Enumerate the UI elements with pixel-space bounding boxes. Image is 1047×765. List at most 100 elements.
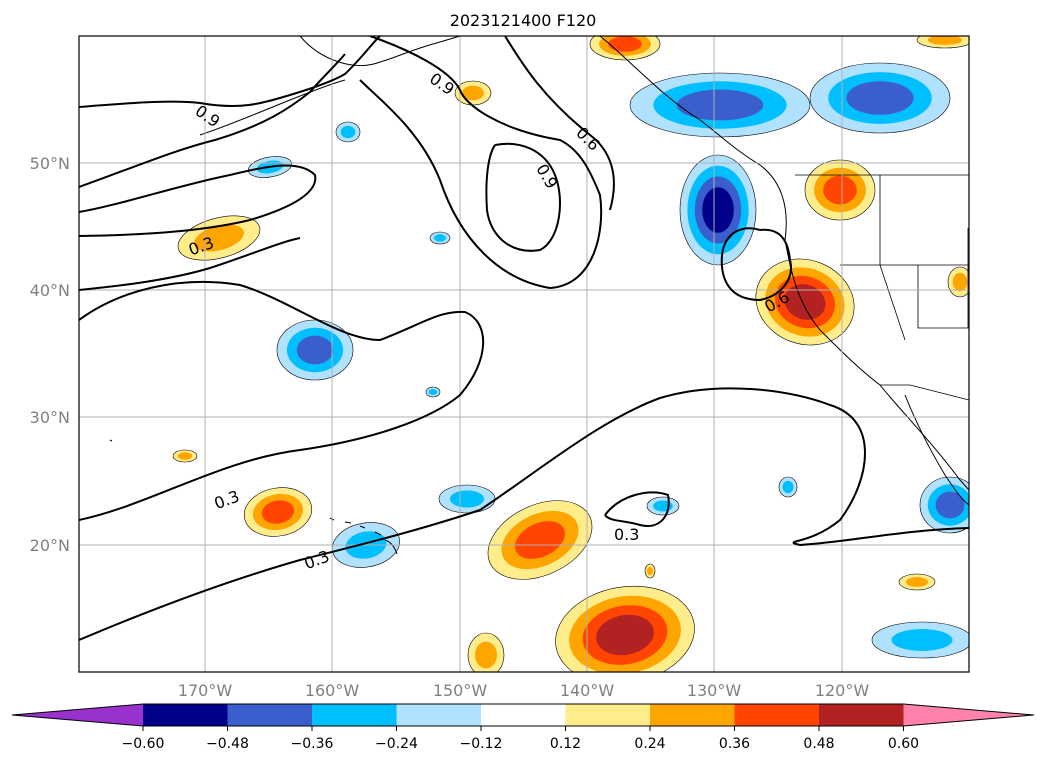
anomaly-blob xyxy=(454,80,492,106)
lat-tick-label: 20°N xyxy=(30,536,70,555)
anomaly-level xyxy=(906,577,928,587)
colorbar-extend-low xyxy=(12,704,143,726)
colorbar-extend-high xyxy=(903,704,1034,726)
border-us-mexico xyxy=(880,384,969,401)
contour-0-6-coast xyxy=(720,227,792,302)
colorbar-label: 0.36 xyxy=(719,736,750,752)
anomaly-level xyxy=(261,500,295,524)
anomaly-level xyxy=(462,85,484,101)
map-panel: 0.9 0.9 0.6 0.9 0.3 0.6 0.3 0.3 0.3 xyxy=(78,35,970,673)
anomaly-blob xyxy=(589,36,661,61)
colorbar-swatch xyxy=(227,704,313,726)
anomaly-blob xyxy=(429,231,451,245)
anomaly-level xyxy=(596,614,654,656)
graticule xyxy=(79,36,969,672)
colorbar-label: −0.60 xyxy=(122,736,165,752)
contour-0-3-central xyxy=(79,280,485,521)
lon-tick-label: 160°W xyxy=(305,681,360,700)
lon-tick-label: 130°W xyxy=(687,681,742,700)
axis-labels: 170°W 160°W 150°W 140°W 130°W 120°W 50°N… xyxy=(30,154,870,700)
map-frame xyxy=(78,35,970,673)
anomaly-blob xyxy=(629,72,811,138)
anomaly-blob xyxy=(804,159,876,221)
anomaly-level xyxy=(475,641,497,669)
anomaly-blob xyxy=(335,121,361,143)
colorbar-swatch xyxy=(819,704,904,726)
lat-tick-label: 30°N xyxy=(30,408,70,427)
contour-0-9-gulf xyxy=(359,36,603,290)
anomaly-blob xyxy=(871,621,969,659)
coastline-alaska xyxy=(299,36,461,66)
anomaly-blob xyxy=(916,36,969,49)
anomaly-level xyxy=(702,187,734,233)
anomaly-level xyxy=(428,389,438,395)
lon-tick-label: 170°W xyxy=(178,681,233,700)
anomaly-blob xyxy=(778,476,798,498)
anomaly-level xyxy=(952,272,968,292)
anomaly-blob xyxy=(172,449,198,463)
colorbar-label: 0.60 xyxy=(888,736,919,752)
contour-0-9-west-upper xyxy=(79,36,381,108)
map-title: 2023121400 F120 xyxy=(450,11,597,30)
border-states xyxy=(840,175,969,341)
anomaly-blob xyxy=(438,484,496,514)
colorbar-swatch xyxy=(312,704,397,726)
colorbar-swatch xyxy=(734,704,820,726)
anomaly-level xyxy=(608,36,642,52)
colorbar-label: −0.24 xyxy=(375,736,418,752)
coastline-aleutians xyxy=(199,79,346,136)
colorbar-label: −0.36 xyxy=(291,736,334,752)
colorbar-label: 0.12 xyxy=(550,736,581,752)
anomaly-level xyxy=(676,89,764,121)
anomaly-blob xyxy=(243,487,313,537)
contour-lines xyxy=(79,36,969,641)
anomaly-level xyxy=(927,36,963,45)
colorbar-label: 0.48 xyxy=(803,736,834,752)
anomaly-level xyxy=(194,224,244,252)
anomaly-level xyxy=(340,125,356,139)
colorbar: −0.60 −0.48 −0.36 −0.24 −0.12 0.12 0.24 0.36 0.4… xyxy=(11,703,1035,752)
anomaly-blob xyxy=(177,215,261,261)
contour-0-9-west-lower xyxy=(79,53,346,188)
anomaly-level xyxy=(935,491,965,519)
contour-0-6-west xyxy=(79,164,317,237)
contour-0-9-gulf-inner xyxy=(485,142,561,252)
contour-0-6-gulf xyxy=(504,36,615,211)
anomaly-blob xyxy=(425,386,441,398)
lon-tick-label: 150°W xyxy=(433,681,488,700)
anomaly-blob xyxy=(919,476,969,534)
colorbar-label: −0.48 xyxy=(206,736,249,752)
anomaly-blob xyxy=(555,585,695,672)
lat-tick-label: 50°N xyxy=(30,154,70,173)
island-small xyxy=(109,439,113,442)
colorbar-swatch xyxy=(481,704,566,726)
anomaly-level xyxy=(846,81,914,115)
lon-tick-label: 140°W xyxy=(560,681,615,700)
colorbar-label: −0.12 xyxy=(460,736,503,752)
anomaly-blob xyxy=(809,62,951,134)
lat-tick-label: 40°N xyxy=(30,281,70,300)
anomaly-blob xyxy=(276,319,354,381)
anomaly-level xyxy=(647,566,653,576)
anomaly-blob xyxy=(947,266,969,298)
political-borders xyxy=(795,174,969,401)
anomaly-level xyxy=(296,335,334,365)
anomaly-blob xyxy=(898,573,936,591)
lon-tick-label: 120°W xyxy=(815,681,870,700)
anomaly-level xyxy=(515,521,565,559)
anomaly-fills xyxy=(172,36,969,672)
anomaly-level xyxy=(653,500,673,512)
colorbar-label: 0.24 xyxy=(634,736,665,752)
anomaly-blob xyxy=(644,563,656,579)
anomaly-level xyxy=(891,629,953,651)
contour-0-3-mid-upper xyxy=(79,237,301,291)
anomaly-blob xyxy=(467,632,505,672)
colorbar-swatch xyxy=(396,704,482,726)
colorbar-swatch xyxy=(143,704,228,726)
colorbar-swatch xyxy=(565,704,651,726)
anomaly-blob xyxy=(679,154,757,266)
anomaly-level xyxy=(823,175,857,205)
contour-0-3-small xyxy=(604,491,670,527)
anomaly-level xyxy=(433,234,447,242)
